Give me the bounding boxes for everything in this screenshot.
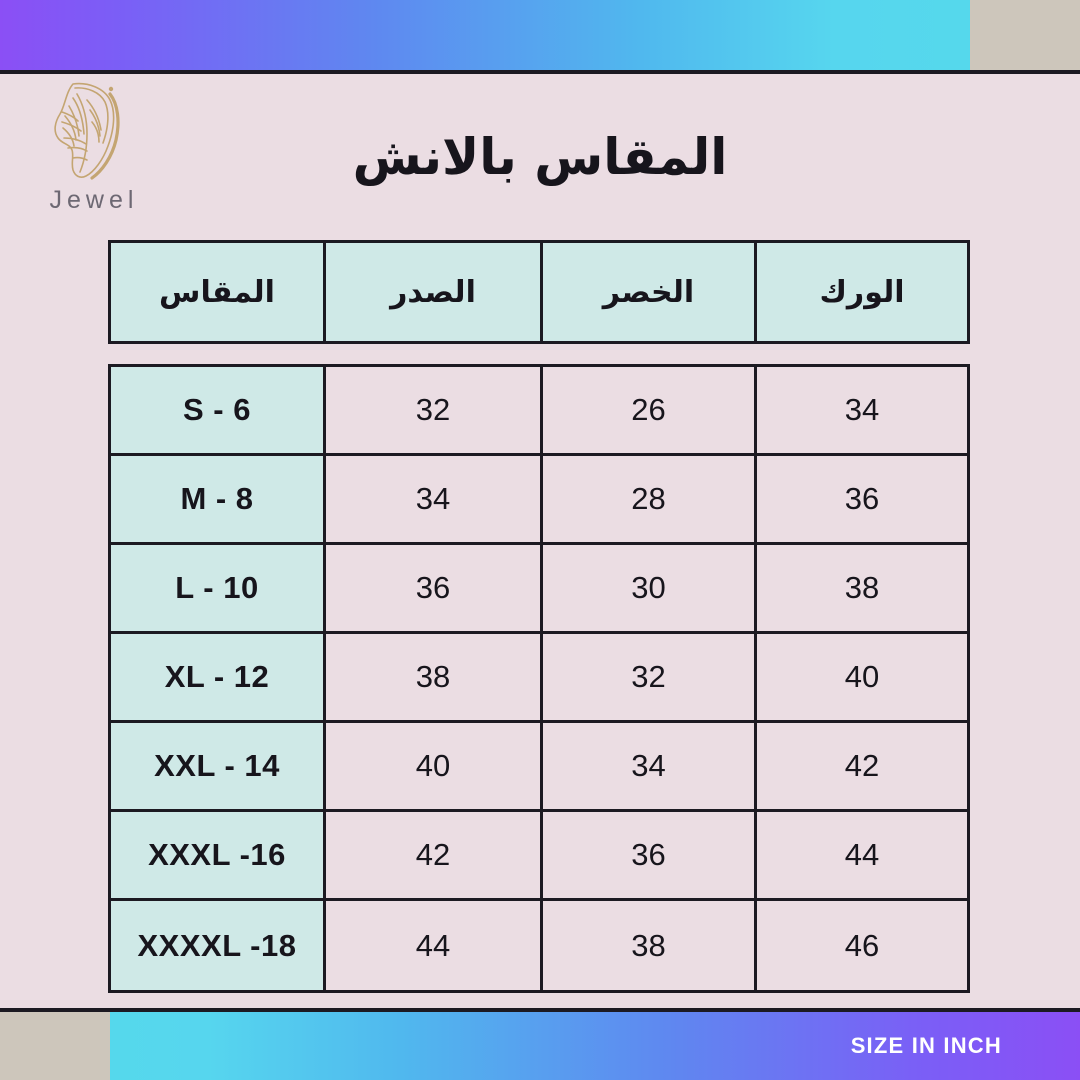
cell-waist: 36 xyxy=(543,812,757,898)
cell-chest: 42 xyxy=(326,812,543,898)
cell-hip: 46 xyxy=(757,901,967,990)
cell-hip: 34 xyxy=(757,367,967,453)
cell-waist: 32 xyxy=(543,634,757,720)
cell-hip: 40 xyxy=(757,634,967,720)
table-row: XXL - 14 40 34 42 xyxy=(111,723,967,812)
cell-waist: 26 xyxy=(543,367,757,453)
cell-hip: 42 xyxy=(757,723,967,809)
cell-chest: 40 xyxy=(326,723,543,809)
cell-hip: 44 xyxy=(757,812,967,898)
cell-size: L - 10 xyxy=(111,545,326,631)
cell-chest: 34 xyxy=(326,456,543,542)
footer-label: SIZE IN INCH xyxy=(850,1033,1002,1058)
top-band xyxy=(0,0,1080,70)
table-row: M - 8 34 28 36 xyxy=(111,456,967,545)
cell-hip: 38 xyxy=(757,545,967,631)
cell-hip: 36 xyxy=(757,456,967,542)
table-row: S - 6 32 26 34 xyxy=(111,367,967,456)
bottom-band: SIZE IN INCH xyxy=(0,1012,1080,1080)
bottom-divider-rule xyxy=(0,1008,1080,1012)
cell-chest: 36 xyxy=(326,545,543,631)
bottom-band-gradient: SIZE IN INCH xyxy=(110,1012,1080,1080)
top-divider-rule xyxy=(0,70,1080,74)
cell-size: XXL - 14 xyxy=(111,723,326,809)
column-header-hip: الورك xyxy=(757,243,967,341)
top-band-gradient xyxy=(0,0,970,70)
brand-logo: Jewel xyxy=(34,78,154,218)
column-header-chest: الصدر xyxy=(326,243,543,341)
brand-name: Jewel xyxy=(49,186,139,214)
cell-size: M - 8 xyxy=(111,456,326,542)
cell-waist: 34 xyxy=(543,723,757,809)
table-body: S - 6 32 26 34 M - 8 34 28 36 L - 10 36 … xyxy=(108,364,970,993)
cell-size: XXXL -16 xyxy=(111,812,326,898)
butterfly-wing-icon xyxy=(42,78,128,182)
cell-size: XXXXL -18 xyxy=(111,901,326,990)
cell-chest: 38 xyxy=(326,634,543,720)
table-row: XXXL -16 42 36 44 xyxy=(111,812,967,901)
table-row: L - 10 36 30 38 xyxy=(111,545,967,634)
cell-waist: 28 xyxy=(543,456,757,542)
cell-waist: 30 xyxy=(543,545,757,631)
cell-waist: 38 xyxy=(543,901,757,990)
column-header-waist: الخصر xyxy=(543,243,757,341)
column-header-size: المقاس xyxy=(111,243,326,341)
cell-chest: 32 xyxy=(326,367,543,453)
cell-chest: 44 xyxy=(326,901,543,990)
page-title: المقاس بالانش xyxy=(352,128,728,186)
cell-size: XL - 12 xyxy=(111,634,326,720)
table-row: XL - 12 38 32 40 xyxy=(111,634,967,723)
table-row: XXXXL -18 44 38 46 xyxy=(111,901,967,990)
size-chart-table: المقاس الصدر الخصر الورك S - 6 32 26 34 … xyxy=(108,240,970,993)
cell-size: S - 6 xyxy=(111,367,326,453)
table-header-row: المقاس الصدر الخصر الورك xyxy=(108,240,970,344)
